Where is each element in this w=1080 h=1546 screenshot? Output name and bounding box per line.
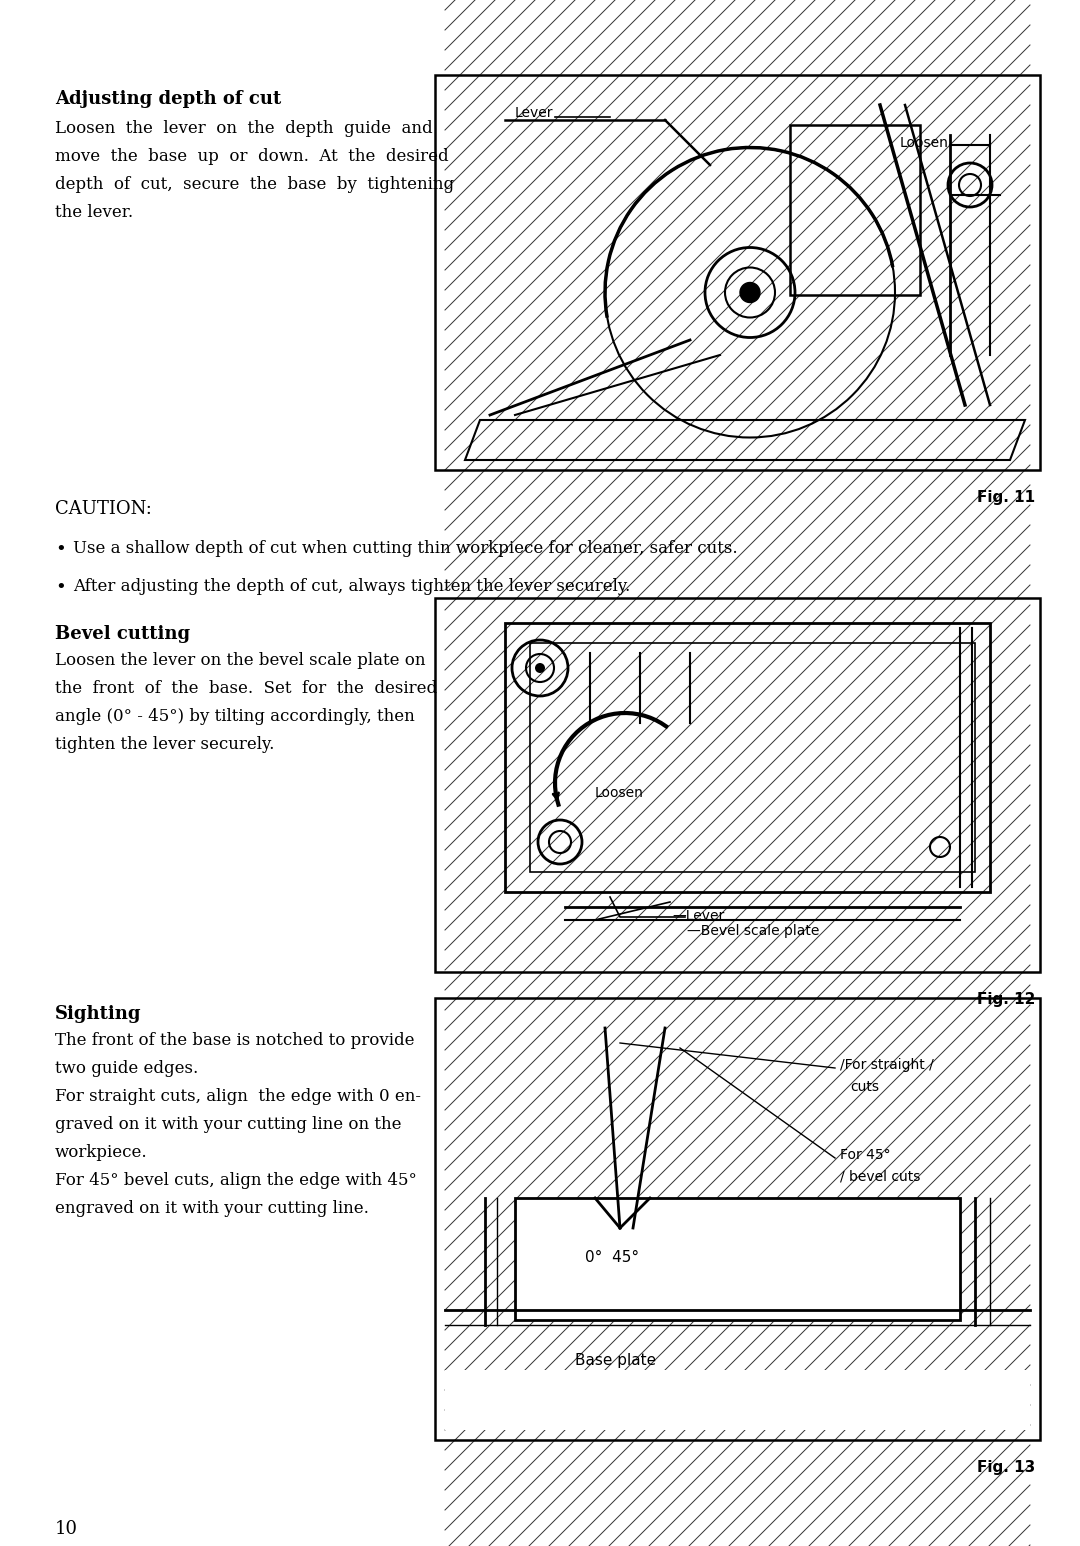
Text: Fig. 13: Fig. 13 <box>976 1459 1035 1475</box>
Bar <box>435 999 1040 1439</box>
Bar <box>435 76 1040 470</box>
Text: 0°  45°: 0° 45° <box>585 1251 639 1266</box>
Bar <box>445 1370 1030 1430</box>
Text: Adjusting depth of cut: Adjusting depth of cut <box>55 90 281 108</box>
Bar <box>789 125 920 295</box>
Text: •: • <box>55 540 66 558</box>
Text: Base plate: Base plate <box>575 1353 657 1368</box>
Text: Loosen: Loosen <box>900 136 949 150</box>
Circle shape <box>535 663 545 673</box>
Text: •: • <box>55 578 66 597</box>
Text: graved on it with your cutting line on the: graved on it with your cutting line on t… <box>55 1116 402 1133</box>
Bar <box>505 623 990 892</box>
Text: After adjusting the depth of cut, always tighten the lever securely.: After adjusting the depth of cut, always… <box>73 578 631 595</box>
Text: workpiece.: workpiece. <box>55 1144 148 1161</box>
Text: Loosen  the  lever  on  the  depth  guide  and: Loosen the lever on the depth guide and <box>55 121 433 138</box>
Text: CAUTION:: CAUTION: <box>55 499 152 518</box>
Circle shape <box>740 283 760 303</box>
Text: Lever: Lever <box>515 107 554 121</box>
Text: Use a shallow depth of cut when cutting thin workpiece for cleaner, safer cuts.: Use a shallow depth of cut when cutting … <box>73 540 738 557</box>
Text: the  front  of  the  base.  Set  for  the  desired: the front of the base. Set for the desir… <box>55 680 437 697</box>
Text: —Bevel scale plate: —Bevel scale plate <box>687 925 820 938</box>
Text: Fig. 11: Fig. 11 <box>977 490 1035 506</box>
Text: For 45° bevel cuts, align the edge with 45°: For 45° bevel cuts, align the edge with … <box>55 1172 417 1189</box>
Bar <box>515 1198 960 1320</box>
Text: Loosen: Loosen <box>595 785 644 799</box>
Text: move  the  base  up  or  down.  At  the  desired: move the base up or down. At the desired <box>55 148 448 165</box>
Bar <box>435 598 1040 972</box>
Text: tighten the lever securely.: tighten the lever securely. <box>55 736 274 753</box>
Text: For straight cuts, align  the edge with 0 en-: For straight cuts, align the edge with 0… <box>55 1088 421 1105</box>
Text: Sighting: Sighting <box>55 1005 141 1023</box>
Text: cuts: cuts <box>850 1081 879 1095</box>
Text: / bevel cuts: / bevel cuts <box>840 1170 920 1184</box>
Bar <box>530 643 975 872</box>
Text: /For straight /: /For straight / <box>840 1057 934 1071</box>
Text: The front of the base is notched to provide: The front of the base is notched to prov… <box>55 1033 415 1050</box>
Text: two guide edges.: two guide edges. <box>55 1061 199 1078</box>
Text: engraved on it with your cutting line.: engraved on it with your cutting line. <box>55 1200 369 1217</box>
Text: Bevel cutting: Bevel cutting <box>55 625 190 643</box>
Text: Loosen the lever on the bevel scale plate on: Loosen the lever on the bevel scale plat… <box>55 652 426 669</box>
Text: Fig. 12: Fig. 12 <box>976 993 1035 1006</box>
Text: depth  of  cut,  secure  the  base  by  tightening: depth of cut, secure the base by tighten… <box>55 176 454 193</box>
Text: 10: 10 <box>55 1520 78 1538</box>
Text: For 45°: For 45° <box>840 1149 891 1163</box>
Text: angle (0° - 45°) by tilting accordingly, then: angle (0° - 45°) by tilting accordingly,… <box>55 708 415 725</box>
Text: —Lever: —Lever <box>672 909 725 923</box>
Text: the lever.: the lever. <box>55 204 133 221</box>
